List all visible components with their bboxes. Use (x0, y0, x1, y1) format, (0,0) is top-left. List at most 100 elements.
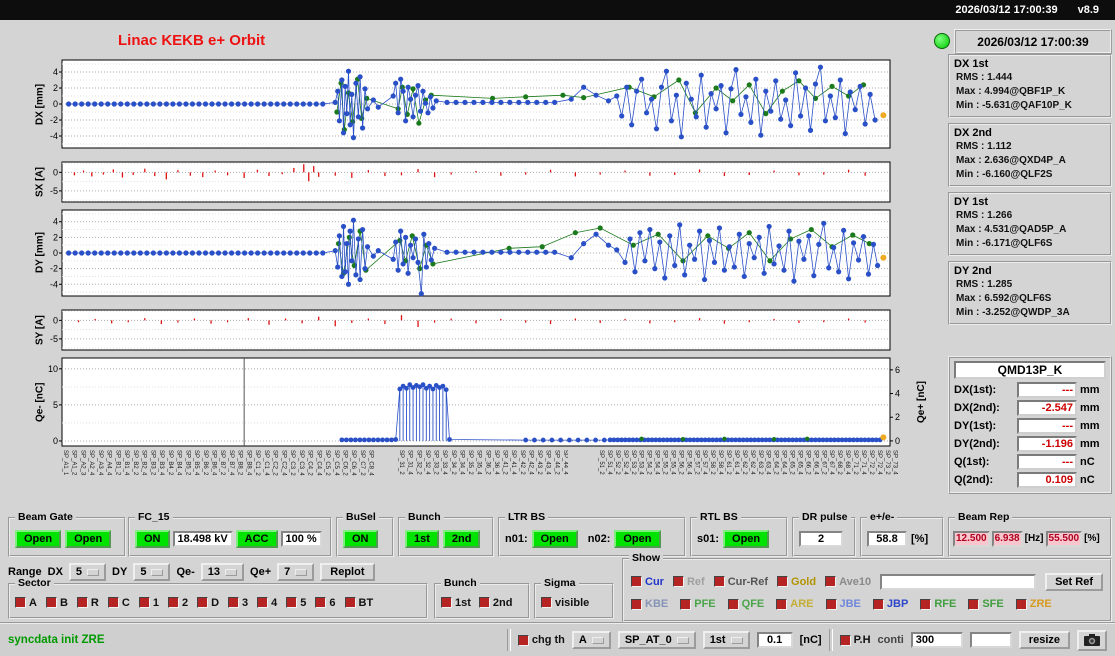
ltr-n01-open-button[interactable]: Open (531, 529, 578, 548)
busel-title: BuSel (343, 512, 379, 523)
checkbox[interactable] (839, 634, 851, 646)
checkbox[interactable] (727, 598, 739, 610)
show-zre[interactable]: ZRE (1015, 598, 1052, 610)
fc15-acc-button[interactable]: ACC (235, 529, 278, 548)
show-rfe[interactable]: RFE (920, 598, 956, 610)
show-qfe[interactable]: QFE (727, 598, 764, 610)
sector-bt[interactable]: BT (344, 597, 373, 609)
checkbox[interactable] (344, 597, 356, 608)
bunch-2nd-button[interactable]: 2nd (442, 529, 481, 548)
show-kbe[interactable]: KBE (631, 598, 668, 610)
ltr-n02-open-button[interactable]: Open (614, 529, 661, 548)
beam-gate-open-2-button[interactable]: Open (65, 529, 112, 548)
bpm-label: SP_B3_4 (158, 450, 165, 476)
count-field[interactable]: 300 (910, 632, 963, 648)
bpm-label: SP_B1_4 (123, 450, 130, 476)
checkbox[interactable] (1015, 598, 1027, 610)
threshold-field[interactable]: 0.1 (756, 632, 793, 648)
busel-on-button[interactable]: ON (343, 529, 378, 548)
mode-select[interactable]: A (571, 631, 611, 649)
beam-gate-open-1-button[interactable]: Open (15, 529, 62, 548)
checkbox[interactable] (167, 597, 179, 608)
checkbox[interactable] (107, 597, 119, 608)
dr-pulse-field[interactable]: 2 (799, 530, 843, 547)
show-gold[interactable]: Gold (777, 576, 816, 588)
bpm-label: SP_A2_4 (88, 450, 95, 476)
show-cur-ref[interactable]: Cur-Ref (713, 576, 768, 588)
sector-a[interactable]: A (15, 597, 37, 609)
show-ref[interactable]: Ref (672, 576, 705, 588)
sector-r[interactable]: R (76, 597, 99, 609)
fc15-voltage-field[interactable]: 18.498 kV (172, 530, 233, 547)
range-qe-minus-select[interactable]: 13 (200, 563, 245, 581)
checkbox[interactable] (825, 576, 837, 588)
sector-2[interactable]: 2 (167, 597, 188, 609)
fc15-percent-field[interactable]: 100 % (280, 530, 322, 547)
ref-entry-field[interactable] (880, 573, 1037, 590)
sector-3[interactable]: 3 (228, 597, 248, 609)
checkbox[interactable] (15, 597, 26, 608)
ph-checkbox-item[interactable]: P.H (839, 634, 871, 646)
sector-b[interactable]: B (45, 597, 68, 609)
checkbox[interactable] (228, 597, 240, 608)
sector-1[interactable]: 1 (138, 597, 159, 609)
sigma-visible[interactable]: visible (541, 597, 589, 609)
e-ratio-field[interactable]: 58.8 (867, 530, 907, 547)
range-dx-select[interactable]: 5 (68, 563, 107, 581)
checkbox[interactable] (286, 597, 298, 608)
sector-5[interactable]: 5 (286, 597, 306, 609)
checkbox[interactable] (713, 576, 725, 588)
sp-at-select[interactable]: SP_AT_0 (617, 631, 696, 649)
show-jbe[interactable]: JBE (825, 598, 861, 610)
checkbox[interactable] (138, 597, 150, 608)
checkbox[interactable] (920, 598, 932, 610)
titlebar-version: v8.9 (1077, 4, 1099, 16)
checkbox[interactable] (315, 597, 327, 608)
fc15-on-button[interactable]: ON (135, 529, 170, 548)
sector-d[interactable]: D (197, 597, 219, 609)
show-ave10[interactable]: Ave10 (825, 576, 871, 588)
range-dy-select[interactable]: 5 (133, 563, 171, 581)
checkbox[interactable] (680, 598, 692, 610)
checkbox[interactable] (197, 597, 209, 608)
camera-button[interactable] (1077, 629, 1107, 651)
bunch-2nd[interactable]: 2nd (478, 597, 512, 609)
checkbox[interactable] (541, 597, 552, 608)
sector-c[interactable]: C (107, 597, 130, 609)
show-sfe[interactable]: SFE (968, 598, 1004, 610)
checkbox[interactable] (441, 597, 452, 608)
sector-4[interactable]: 4 (257, 597, 277, 609)
checkbox[interactable] (45, 597, 57, 608)
checkbox[interactable] (776, 598, 788, 610)
bpm-label: SP_68_4 (844, 450, 851, 475)
mode-value: A (578, 634, 587, 646)
blank-field[interactable] (969, 632, 1012, 648)
sector-6[interactable]: 6 (315, 597, 336, 609)
checkbox[interactable] (517, 634, 529, 646)
checkbox[interactable] (478, 597, 490, 608)
checkbox[interactable] (672, 576, 684, 588)
chg-th-checkbox-item[interactable]: chg th (517, 634, 565, 646)
checkbox[interactable] (825, 598, 837, 610)
show-are[interactable]: ARE (776, 598, 814, 610)
bunch-1st-button[interactable]: 1st (405, 529, 439, 548)
stat-line: Max : 6.592@QLF6S (956, 293, 1052, 304)
checkbox[interactable] (631, 598, 642, 610)
checkbox[interactable] (968, 598, 980, 610)
checkbox[interactable] (777, 576, 789, 588)
show-jbp[interactable]: JBP (872, 598, 908, 610)
set-ref-button[interactable]: Set Ref (1045, 572, 1103, 591)
bunch-1st[interactable]: 1st (441, 597, 471, 609)
replot-button[interactable]: Replot (320, 563, 375, 581)
show-cur[interactable]: Cur (631, 576, 664, 588)
checkbox[interactable] (872, 598, 884, 610)
checkbox[interactable] (257, 597, 269, 608)
range-qe-plus-select[interactable]: 7 (277, 563, 315, 581)
bunch-order-select[interactable]: 1st (702, 631, 750, 649)
rtl-s01-open-button[interactable]: Open (723, 529, 770, 548)
resize-button[interactable]: resize (1018, 631, 1070, 649)
bpm-label: SP_C1_2 (254, 450, 261, 476)
checkbox[interactable] (631, 576, 642, 588)
checkbox[interactable] (76, 597, 88, 608)
show-pfe[interactable]: PFE (680, 598, 716, 610)
